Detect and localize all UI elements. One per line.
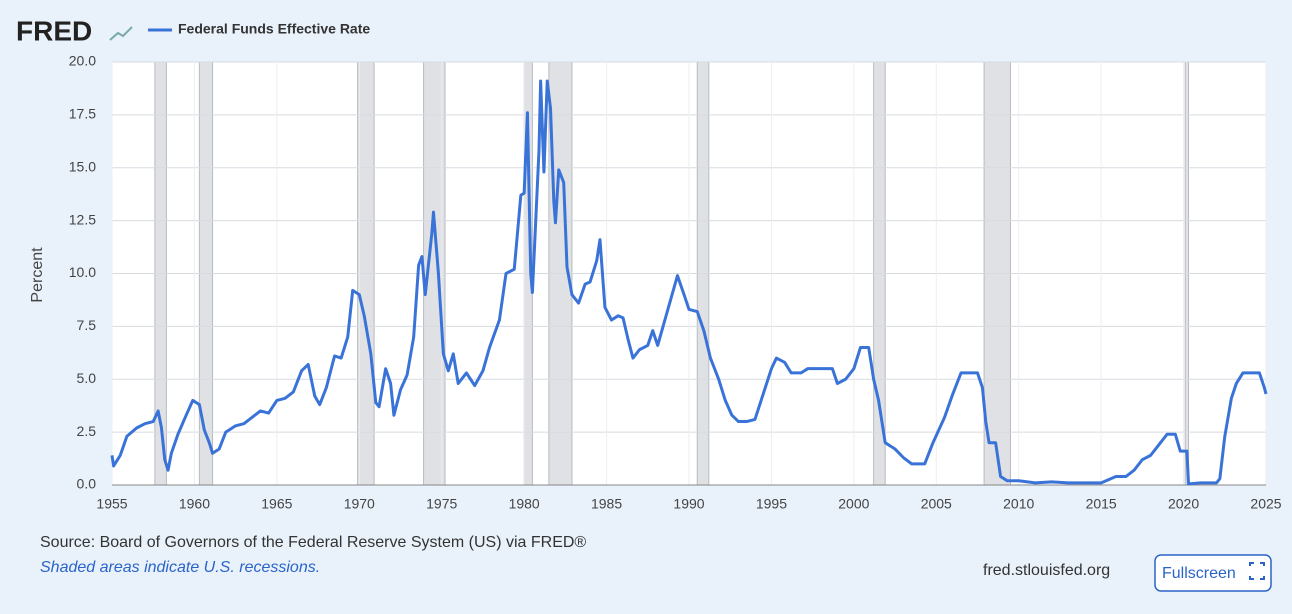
y-tick-label: 10.0 — [69, 264, 96, 280]
x-tick-label: 1985 — [591, 496, 622, 512]
x-tick-label: 1975 — [426, 496, 457, 512]
y-tick-label: 7.5 — [77, 317, 97, 333]
x-tick-label: 2020 — [1168, 496, 1199, 512]
x-tick-label: 1970 — [344, 496, 375, 512]
note: Shaded areas indicate U.S. recessions. — [40, 559, 320, 576]
x-tick-label: 1960 — [179, 496, 210, 512]
x-tick-label: 2025 — [1250, 496, 1281, 512]
logo: FRED — [16, 15, 92, 46]
x-tick-label: 2005 — [921, 496, 952, 512]
x-tick-label: 1995 — [756, 496, 787, 512]
x-tick-label: 1990 — [673, 496, 704, 512]
x-tick-label: 1955 — [96, 496, 127, 512]
button-label[interactable]: Fullscreen — [1162, 565, 1236, 582]
site: fred.stlouisfed.org — [983, 562, 1110, 579]
button-icon[interactable] — [1249, 562, 1265, 580]
fullscreen-button[interactable]: Fullscreen — [1154, 554, 1272, 592]
y-tick-label: 15.0 — [69, 158, 96, 174]
series-line — [110, 79, 1268, 486]
x-tick-label: 2000 — [838, 496, 869, 512]
legend-label: Federal Funds Effective Rate — [178, 21, 370, 37]
y-tick-label: 20.0 — [69, 53, 96, 69]
y-tick-label: 0.0 — [77, 476, 97, 492]
source: Source: Board of Governors of the Federa… — [40, 534, 586, 551]
y-tick-label: 2.5 — [77, 423, 97, 439]
logo-icon — [109, 26, 133, 41]
x-tick-label: 1980 — [509, 496, 540, 512]
x-tick-label: 2015 — [1086, 496, 1117, 512]
x-tick-label: 1965 — [261, 496, 292, 512]
y-tick-label: 5.0 — [77, 370, 97, 386]
x-tick-label: 2010 — [1003, 496, 1034, 512]
button-box[interactable] — [1154, 554, 1272, 592]
y-axis-label: Percent — [29, 247, 46, 303]
y-tick-label: 17.5 — [69, 106, 96, 122]
y-tick-label: 12.5 — [69, 211, 96, 227]
